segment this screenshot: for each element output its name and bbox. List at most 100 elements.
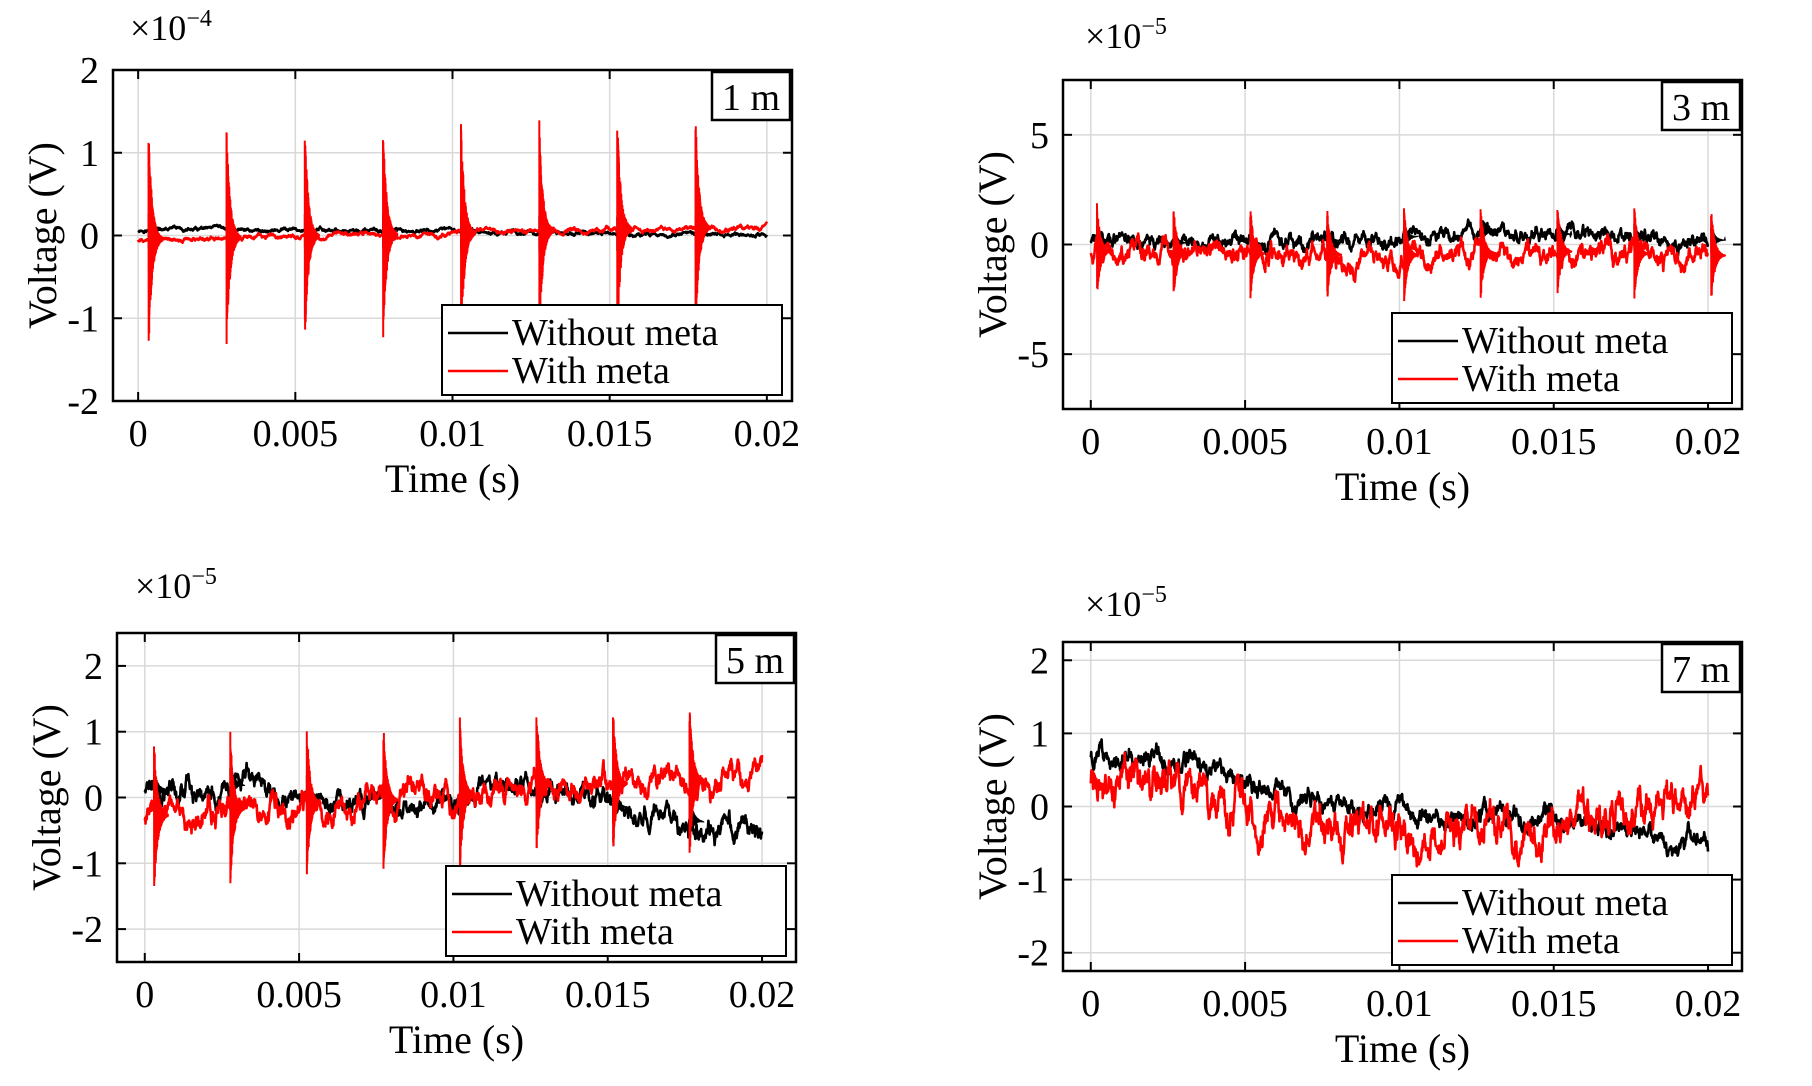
series-line	[137, 223, 769, 239]
pulse-burst	[1096, 203, 1112, 290]
pulse-burst	[147, 142, 164, 341]
y-tick-label: 2	[80, 50, 99, 92]
y-tick-label: -1	[71, 843, 103, 885]
x-tick-label: 0.01	[419, 413, 486, 455]
y-tick-label: 1	[1030, 713, 1049, 755]
pulse-burst	[153, 746, 169, 887]
scale-base: ×10	[1085, 16, 1141, 56]
x-tick-label: 0.015	[565, 974, 651, 1016]
legend-entry-label: With meta	[512, 350, 670, 392]
scale-factor: ×10−5	[1085, 14, 1167, 56]
x-tick-label: 0	[129, 413, 148, 455]
x-tick-label: 0.02	[1675, 421, 1742, 463]
series-group	[1089, 738, 1710, 868]
x-tick-label: 0.01	[420, 974, 487, 1016]
panel-label-box	[714, 633, 796, 685]
x-tick-label: 0.01	[1366, 421, 1433, 463]
x-tick-label: 0.005	[253, 413, 339, 455]
pulse-burst	[1633, 208, 1650, 299]
pulse-burst	[229, 731, 246, 884]
scale-exponent: −5	[191, 564, 217, 590]
pulse-burst	[305, 731, 322, 875]
panel-label-box	[1660, 80, 1742, 132]
pulse-burst	[1556, 209, 1573, 294]
y-axis-label: Voltage (V)	[970, 713, 1015, 900]
x-tick-label: 0.005	[1202, 983, 1288, 1025]
legend-entry-label: Without meta	[512, 312, 718, 354]
x-axis-label: Time (s)	[389, 1017, 524, 1062]
x-tick-label: 0.02	[734, 413, 801, 455]
scale-exponent: −5	[1141, 582, 1167, 608]
pulse-burst	[1403, 208, 1419, 302]
y-tick-label: 5	[1030, 115, 1049, 157]
legend-box	[441, 304, 783, 396]
y-tick-label: -2	[67, 381, 99, 423]
x-tick-label: 0.015	[1511, 421, 1597, 463]
pulse-burst	[535, 717, 552, 849]
x-tick-label: 0	[1081, 421, 1100, 463]
series-line	[1089, 751, 1710, 868]
pulse-burst	[303, 140, 320, 330]
x-tick-label: 0.015	[567, 413, 653, 455]
series-line	[143, 755, 764, 835]
panel-3m: 0 0.005 0.01 0.015 0.02 -5 0 5 Time (s) Voltage (…	[970, 14, 1744, 509]
legend-box	[445, 865, 787, 957]
legend-entry-label: Without meta	[1462, 320, 1668, 362]
series-group	[136, 120, 769, 345]
x-tick-label: 0.02	[1675, 983, 1742, 1025]
panel-label: 3 m	[1672, 87, 1730, 129]
pulse-burst	[382, 732, 399, 869]
pulse-burst	[1479, 209, 1496, 298]
x-tick-label: 0	[135, 974, 154, 1016]
y-tick-label: 2	[84, 646, 103, 688]
series-group	[1089, 203, 1726, 302]
scale-exponent: −5	[1141, 14, 1167, 40]
panel-label: 7 m	[1672, 649, 1730, 691]
panel-5m: 0 0.005 0.01 0.015 0.02 -2 -1 0 1 2 Time (s) Voltag…	[24, 564, 798, 1062]
scale-factor: ×10−4	[130, 6, 212, 48]
y-tick-label: -2	[71, 909, 103, 951]
pulse-burst	[1172, 211, 1189, 292]
scale-base: ×10	[130, 8, 186, 48]
legend-box	[1391, 874, 1733, 966]
y-tick-label: 0	[84, 778, 103, 820]
y-tick-label: 1	[80, 133, 99, 175]
pulse-burst	[688, 712, 705, 853]
series-line	[1089, 232, 1709, 283]
panel-label-box	[1660, 642, 1742, 694]
legend-entry-label: With meta	[1462, 920, 1620, 962]
pulse-burst	[460, 124, 477, 344]
y-tick-label: -5	[1017, 334, 1049, 376]
x-tick-label: 0.01	[1366, 983, 1433, 1025]
pulse-burst	[1326, 210, 1343, 297]
x-axis-label: Time (s)	[385, 456, 520, 501]
y-tick-label: -1	[1017, 860, 1049, 902]
pulse-burst	[694, 126, 711, 338]
y-axis-label: Voltage (V)	[970, 151, 1015, 338]
y-axis-label: Voltage (V)	[24, 704, 69, 891]
scale-base: ×10	[135, 566, 191, 606]
legend-entry-label: Without meta	[1462, 882, 1668, 924]
scale-exponent: −4	[186, 6, 212, 32]
pulse-burst	[1710, 214, 1726, 296]
pulse-burst	[538, 120, 555, 329]
legend-entry-label: With meta	[516, 911, 674, 953]
y-tick-label: 0	[1030, 787, 1049, 829]
y-tick-label: 2	[1030, 640, 1049, 682]
x-tick-label: 0.005	[256, 974, 342, 1016]
pulse-burst	[616, 130, 633, 316]
y-tick-label: -1	[67, 298, 99, 340]
pulse-burst	[458, 717, 475, 871]
series-line	[136, 221, 769, 244]
pulse-burst	[1249, 211, 1266, 299]
y-axis-label: Voltage (V)	[20, 142, 65, 329]
x-tick-label: 0.02	[729, 974, 796, 1016]
scale-factor: ×10−5	[1085, 582, 1167, 624]
x-tick-label: 0.005	[1202, 421, 1288, 463]
